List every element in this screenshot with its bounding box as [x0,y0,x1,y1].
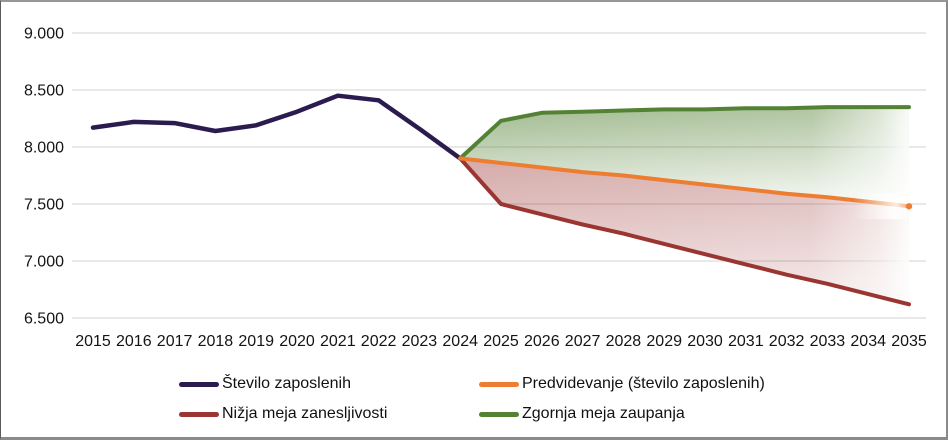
legend-swatch-predvidevanje [479,381,519,387]
legend-label: Število zaposlenih [222,375,351,392]
y-tick-label: 7.500 [24,197,64,214]
x-tick-label: 2021 [320,333,356,350]
series-line-2 [458,156,911,209]
legend-item-predvidevanje: Predvidevanje (število zaposlenih) [479,375,946,393]
legend-item-nizja-meja: Nižja meja zanesljivosti [179,405,479,423]
y-tick-label: 8.000 [24,140,64,157]
x-tick-label: 2034 [850,333,886,350]
forecast-tip-fade [853,193,907,220]
x-tick-label: 2032 [769,333,805,350]
x-tick-label: 2022 [361,333,397,350]
legend-label: Zgornja meja zaupanja [522,405,685,422]
x-tick-label: 2018 [198,333,234,350]
y-tick-label: 6.500 [24,311,64,328]
x-tick-label: 2023 [402,333,438,350]
x-tick-label: 2020 [279,333,315,350]
upper-confidence-area-fade [460,107,909,207]
chart-legend: Število zaposlenih Predvidevanje (števil… [179,375,946,423]
x-tick-label: 2026 [524,333,560,350]
legend-swatch-zgornja-meja [479,411,519,417]
x-tick-label: 2015 [75,333,111,350]
y-tick-label: 9.000 [24,26,64,43]
x-tick-label: 2030 [687,333,723,350]
legend-label: Nižja meja zanesljivosti [222,405,388,422]
x-tick-label: 2033 [810,333,846,350]
legend-swatch-stevilo-zaposlenih [179,381,219,387]
x-tick-label: 2028 [606,333,642,350]
x-tick-label: 2019 [238,333,274,350]
series-line-1 [90,93,463,161]
x-tick-label: 2017 [157,333,193,350]
employment-forecast-line-chart: 9.000 8.500 8.000 7.500 7.000 6.500 2015 2016 20… [24,26,927,351]
series-line-4 [458,105,911,161]
x-tick-label: 2035 [891,333,927,350]
x-tick-label: 2027 [565,333,601,350]
legend-item-stevilo-zaposlenih: Število zaposlenih [179,375,479,393]
y-tick-label: 7.000 [24,254,64,271]
x-tick-label: 2016 [116,333,152,350]
legend-item-zgornja-meja: Zgornja meja zaupanja [479,405,946,423]
x-tick-label: 2025 [483,333,519,350]
x-tick-label: 2024 [442,333,478,350]
legend-swatch-nizja-meja [179,411,219,417]
y-tick-label: 8.500 [24,83,64,100]
legend-label: Predvidevanje (število zaposlenih) [522,375,765,392]
x-tick-label: 2031 [728,333,764,350]
forecast-endpoint-marker [905,203,913,210]
x-tick-label: 2029 [646,333,682,350]
series-line-3 [458,156,911,307]
